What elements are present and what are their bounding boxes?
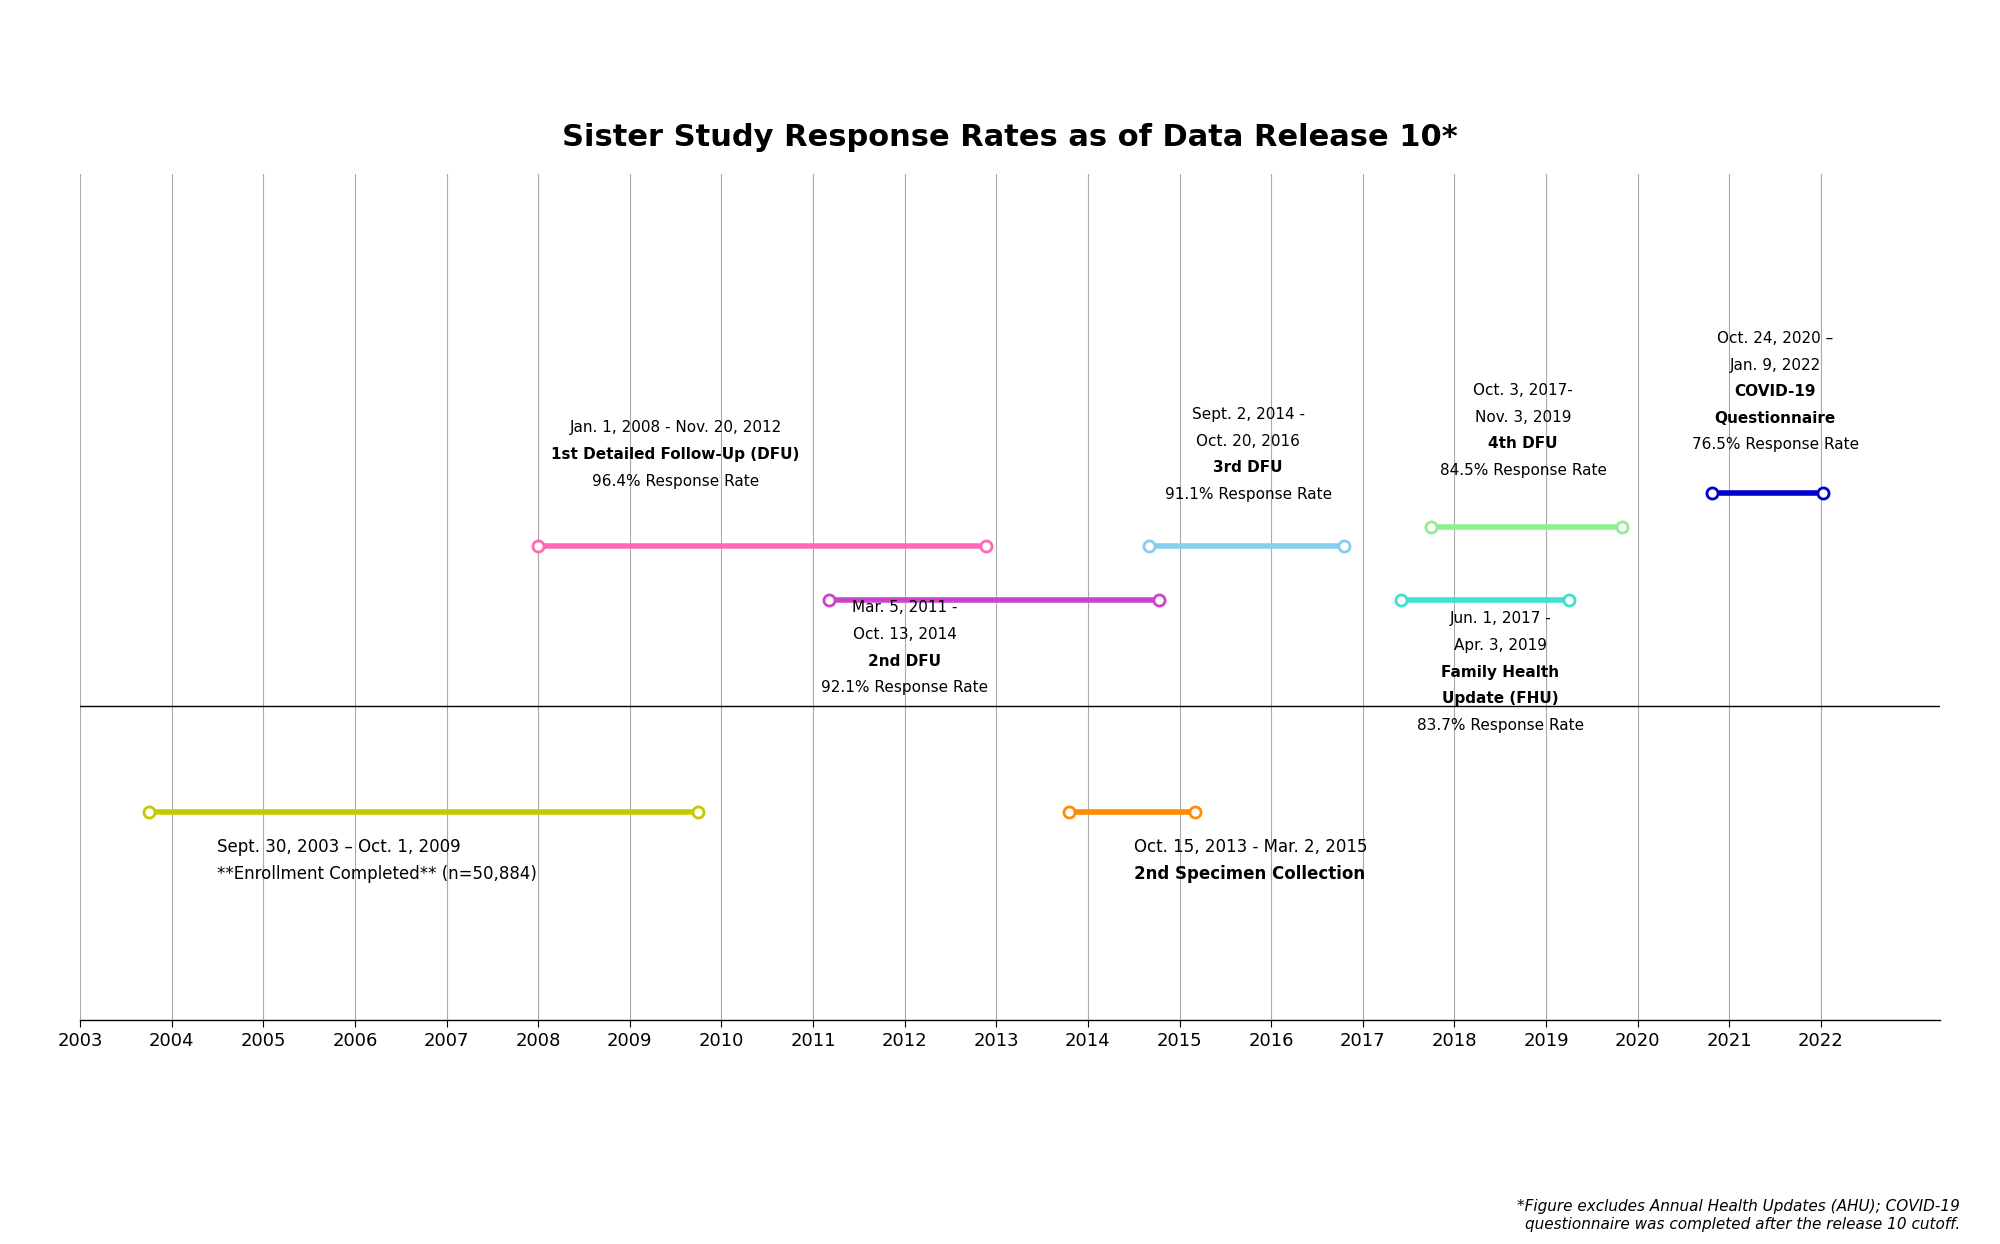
Text: 92.1% Response Rate: 92.1% Response Rate xyxy=(822,680,988,695)
Text: Sept. 2, 2014 -: Sept. 2, 2014 - xyxy=(1192,407,1304,422)
Text: 1st Detailed Follow-Up (DFU): 1st Detailed Follow-Up (DFU) xyxy=(552,447,800,462)
Text: Questionnaire: Questionnaire xyxy=(1714,411,1836,425)
Text: Oct. 3, 2017-: Oct. 3, 2017- xyxy=(1474,383,1572,398)
Text: Mar. 5, 2011 -: Mar. 5, 2011 - xyxy=(852,601,958,616)
Text: 91.1% Response Rate: 91.1% Response Rate xyxy=(1164,486,1332,501)
Text: 83.7% Response Rate: 83.7% Response Rate xyxy=(1416,718,1584,733)
Text: Update (FHU): Update (FHU) xyxy=(1442,692,1558,707)
Text: 4th DFU: 4th DFU xyxy=(1488,437,1558,452)
Text: **Enrollment Completed** (n=50,884): **Enrollment Completed** (n=50,884) xyxy=(218,865,538,883)
Text: COVID-19: COVID-19 xyxy=(1734,384,1816,399)
Text: Jan. 9, 2022: Jan. 9, 2022 xyxy=(1730,357,1820,373)
Text: 3rd DFU: 3rd DFU xyxy=(1214,460,1282,475)
Text: Oct. 20, 2016: Oct. 20, 2016 xyxy=(1196,434,1300,449)
Text: 76.5% Response Rate: 76.5% Response Rate xyxy=(1692,438,1858,453)
Text: 84.5% Response Rate: 84.5% Response Rate xyxy=(1440,463,1606,478)
Text: Apr. 3, 2019: Apr. 3, 2019 xyxy=(1454,638,1546,653)
Title: Sister Study Response Rates as of Data Release 10*: Sister Study Response Rates as of Data R… xyxy=(562,123,1458,152)
Text: Sept. 30, 2003 – Oct. 1, 2009: Sept. 30, 2003 – Oct. 1, 2009 xyxy=(218,838,462,856)
Text: Oct. 15, 2013 - Mar. 2, 2015: Oct. 15, 2013 - Mar. 2, 2015 xyxy=(1134,838,1368,856)
Text: Oct. 13, 2014: Oct. 13, 2014 xyxy=(852,627,956,642)
Text: Family Health: Family Health xyxy=(1442,664,1560,679)
Text: 96.4% Response Rate: 96.4% Response Rate xyxy=(592,474,760,489)
Text: 2nd Specimen Collection: 2nd Specimen Collection xyxy=(1134,865,1364,883)
Text: 2nd DFU: 2nd DFU xyxy=(868,653,942,669)
Text: Oct. 24, 2020 –: Oct. 24, 2020 – xyxy=(1716,331,1834,346)
Text: Nov. 3, 2019: Nov. 3, 2019 xyxy=(1474,409,1572,424)
Text: Jan. 1, 2008 - Nov. 20, 2012: Jan. 1, 2008 - Nov. 20, 2012 xyxy=(570,420,782,435)
Text: Jun. 1, 2017 -: Jun. 1, 2017 - xyxy=(1450,611,1552,627)
Text: *Figure excludes Annual Health Updates (AHU); COVID-19
questionnaire was complet: *Figure excludes Annual Health Updates (… xyxy=(1518,1199,1960,1232)
